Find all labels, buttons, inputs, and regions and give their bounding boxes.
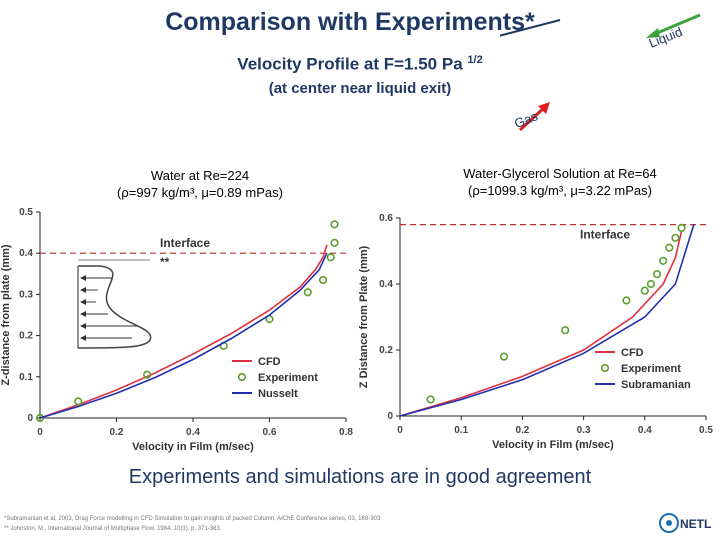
left-chart-y-axis-label: Z-distance from plate (mm) [0, 244, 12, 386]
left-chart-x-tick-label: 0 [37, 427, 43, 438]
gas-label: Gas [512, 108, 540, 131]
right-chart-x-tick-label: 0.1 [454, 425, 468, 436]
left-chart-legend-label: CFD [258, 356, 281, 368]
right-chart-experiment-point [499, 352, 509, 361]
right-chart-x-tick-label: 0 [397, 425, 403, 436]
right-chart-experiment-point [665, 243, 674, 252]
left-caption-line1: Water at Re=224 [150, 168, 250, 183]
gas-arrowhead [538, 102, 550, 114]
right-chart-legend-marker [600, 363, 610, 373]
left-chart-experiment-point [303, 288, 312, 297]
netl-logo-mark [659, 513, 679, 533]
velocity-profile-subtitle: Velocity Profile at F=1.50 Pa 1/2 [237, 54, 483, 74]
left-chart-legend-label: Nusselt [258, 388, 298, 400]
left-chart-experiment-point [35, 413, 45, 423]
left-chart-x-tick-label: 0.2 [110, 427, 124, 438]
water-velocity-chart: 0 0.2 0.4 0.6 0.8 0 0.1 0.2 0.3 0.4 0.5 Velocity in… [0, 207, 353, 453]
left-inset-arrow-head [80, 335, 86, 341]
left-chart-interface-label: Interface [160, 236, 210, 250]
left-chart-experiment-point [143, 370, 152, 379]
left-chart-caption: Water at Re=224 (ρ=997 kg/m³, μ=0.89 mPa… [40, 168, 360, 200]
left-chart-y-tick-label: 0.1 [19, 372, 33, 383]
left-chart-legend-label: Experiment [258, 372, 318, 384]
right-chart-y-tick-label: 0.2 [379, 345, 393, 356]
left-chart-x-tick-label: 0.6 [263, 427, 277, 438]
right-chart-legend-label: Subramanian [621, 379, 691, 391]
left-chart-y-tick-label: 0 [27, 413, 33, 424]
right-chart-subramanian-line [399, 224, 695, 417]
glycerol-velocity-chart: 0 0.1 0.2 0.3 0.4 0.5 0 0.2 0.4 0.6 Velocity in Fi… [358, 213, 713, 451]
right-chart-experiment-point [622, 296, 631, 305]
left-inset-reference-mark: ** [160, 255, 170, 269]
right-chart-x-tick-label: 0.4 [638, 425, 652, 436]
left-chart-legend-marker [237, 372, 247, 382]
right-chart-interface-label: Interface [580, 228, 630, 242]
right-chart-experiment-point [646, 279, 656, 289]
right-chart-y-tick-label: 0.4 [379, 279, 393, 290]
left-chart-nusselt-line [39, 252, 328, 419]
left-chart-x-axis-label: Velocity in Film (m/sec) [132, 441, 254, 453]
netl-logo: NETL [659, 513, 711, 533]
left-inset-arrow-head [80, 275, 86, 281]
left-chart-experiment-point [74, 397, 83, 406]
netl-logo-text: NETL [680, 517, 711, 531]
left-chart-y-tick-label: 0.3 [19, 289, 33, 300]
right-caption-line2: (ρ=1099.3 kg/m³, μ=3.22 mPas) [468, 183, 652, 198]
left-inset-arrow-head [80, 323, 86, 329]
right-chart-cfd-line [399, 231, 683, 417]
left-chart-x-tick-label: 0.8 [339, 427, 353, 438]
right-chart-x-tick-label: 0.3 [577, 425, 591, 436]
conclusion-text: Experiments and simulations are in good … [128, 466, 592, 488]
page-title: Comparison with Experiments* [165, 8, 535, 36]
flow-arrows: Liquid Gas [500, 13, 701, 132]
right-chart-experiment-point [671, 233, 680, 242]
subtitle-exponent: 1/2 [467, 54, 483, 66]
footnote-2: ** Johnston, M., International Journal o… [4, 526, 220, 532]
left-inset-arrow-head [80, 287, 86, 293]
right-chart-experiment-point [426, 395, 435, 404]
right-chart-x-tick-label: 0.5 [699, 425, 713, 436]
right-chart-experiment-point [652, 269, 662, 279]
netl-logo-dot [666, 520, 672, 526]
left-inset-arrow-head [80, 299, 86, 305]
right-chart-y-tick-label: 0.6 [379, 213, 393, 224]
left-chart-y-tick-label: 0.2 [19, 331, 33, 342]
right-chart-experiment-point [561, 326, 570, 335]
left-chart-experiment-point [330, 220, 339, 229]
gas-arrow [518, 104, 548, 132]
left-chart-y-tick-label: 0.5 [19, 207, 33, 218]
left-inset-arrow-head [80, 311, 86, 317]
left-caption-line2: (ρ=997 kg/m³, μ=0.89 mPas) [117, 185, 283, 200]
location-subtitle: (at center near liquid exit) [268, 80, 452, 97]
left-chart-cfd-line [39, 244, 328, 419]
left-chart-experiment-point [326, 253, 335, 262]
right-chart-experiment-point [677, 223, 686, 232]
right-caption-line1: Water-Glycerol Solution at Re=64 [463, 166, 657, 181]
left-chart-experiment-point [330, 238, 339, 248]
right-chart-experiment-point [659, 256, 668, 266]
right-chart-experiment-point [640, 286, 649, 295]
footnote-1: *Subramanian et al, 2003, Drag Force mod… [4, 516, 381, 522]
right-chart-legend-label: CFD [621, 347, 644, 359]
right-chart-x-tick-label: 0.2 [515, 425, 529, 436]
liquid-arrowhead [646, 28, 660, 38]
right-chart-y-tick-label: 0 [387, 411, 393, 422]
left-chart-x-tick-label: 0.4 [186, 427, 200, 438]
left-chart-y-tick-label: 0.4 [19, 248, 33, 259]
right-chart-legend-label: Experiment [621, 363, 681, 375]
left-chart-experiment-point [318, 275, 328, 285]
right-chart-caption: Water-Glycerol Solution at Re=64 (ρ=1099… [400, 166, 720, 198]
left-inset-profile [77, 265, 152, 349]
right-chart-y-axis-label: Z Distance from Plate (mm) [358, 245, 370, 388]
right-chart-x-axis-label: Velocity in Film (m/sec) [492, 439, 614, 451]
